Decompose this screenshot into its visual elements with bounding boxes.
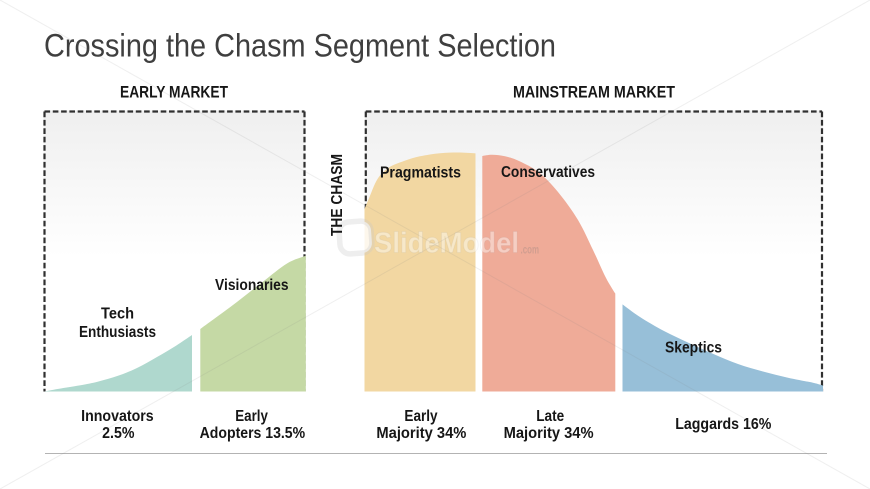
- svg-text:Tech: Tech: [101, 306, 134, 323]
- svg-text:Conservatives: Conservatives: [501, 164, 595, 181]
- svg-text:EARLY MARKET: EARLY MARKET: [120, 83, 228, 102]
- svg-text:Early: Early: [404, 408, 438, 425]
- svg-text:Crossing the Chasm Segment Sel: Crossing the Chasm Segment Selection: [44, 28, 556, 64]
- svg-text:Laggards 16%: Laggards 16%: [675, 416, 771, 433]
- svg-text:Enthusiasts: Enthusiasts: [79, 324, 156, 341]
- svg-text:THE CHASM: THE CHASM: [329, 154, 346, 236]
- svg-text:SlideModel: SlideModel: [374, 228, 519, 260]
- svg-text:Late: Late: [536, 408, 564, 425]
- svg-text:Majority 34%: Majority 34%: [376, 425, 466, 442]
- svg-text:Majority 34%: Majority 34%: [504, 425, 594, 442]
- svg-text:Early: Early: [235, 408, 268, 425]
- svg-text:Innovators: Innovators: [81, 408, 154, 425]
- svg-text:MAINSTREAM MARKET: MAINSTREAM MARKET: [513, 83, 676, 102]
- svg-text:Adopters 13.5%: Adopters 13.5%: [200, 425, 306, 442]
- svg-text:Visionaries: Visionaries: [215, 277, 289, 294]
- svg-text:.com: .com: [521, 245, 540, 257]
- svg-text:Pragmatists: Pragmatists: [380, 165, 461, 182]
- svg-text:2.5%: 2.5%: [102, 425, 134, 442]
- svg-text:Skeptics: Skeptics: [665, 340, 722, 357]
